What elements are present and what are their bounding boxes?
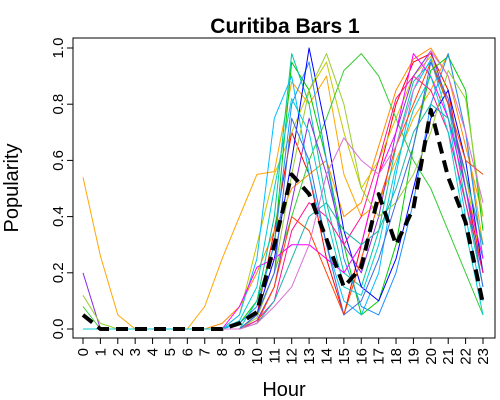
series-line-17 [83,61,484,330]
x-tick-label: 15 [336,348,353,365]
x-tick-label: 19 [405,348,422,365]
y-axis-label: Popularity [1,144,23,233]
series-layer [81,47,485,331]
y-tick-label: 0.4 [50,206,67,227]
x-tick-label: 4 [145,348,162,356]
x-tick-label: 1 [92,348,109,356]
y-tick-label: 0.6 [50,150,67,171]
x-tick-label: 21 [440,348,457,365]
x-axis-label: Hour [262,379,306,400]
x-tick-label: 8 [214,348,231,356]
x-tick-label: 23 [475,348,492,365]
x-tick-label: 17 [371,348,388,365]
x-tick-label: 20 [423,348,440,365]
x-tick-label: 16 [353,348,370,365]
y-axis: 0.0 0.2 0.4 0.6 0.8 1.0 [50,38,74,340]
x-tick-label: 22 [458,348,475,365]
series-line-18 [83,50,484,330]
series-line-19 [83,75,484,330]
x-tick-label: 5 [162,348,179,356]
y-tick-label: 1.0 [50,38,67,59]
x-tick-label: 10 [249,348,266,365]
x-tick-label: 18 [388,348,405,365]
x-tick-label: 13 [301,348,318,365]
y-tick-label: 0.2 [50,262,67,283]
x-tick-label: 2 [110,348,127,356]
x-tick-label: 3 [127,348,144,356]
x-tick-label: 12 [284,348,301,365]
series-line-mean [81,107,485,331]
chart-title: Curitiba Bars 1 [210,15,360,38]
x-tick-label: 0 [75,348,92,356]
x-tick-label: 7 [197,348,214,356]
x-tick-label: 6 [179,348,196,356]
x-tick-label: 9 [232,348,249,356]
x-tick-label: 11 [266,348,283,364]
x-tick-label: 14 [318,348,335,365]
series-line-11 [82,50,484,330]
x-axis: 0 1 2 3 4 5 6 7 8 9 10 11 12 13 14 15 16 17 18 19 20 21 22 23 [75,337,492,365]
y-tick-label: 0.8 [50,94,67,115]
y-tick-label: 0.0 [50,319,67,340]
